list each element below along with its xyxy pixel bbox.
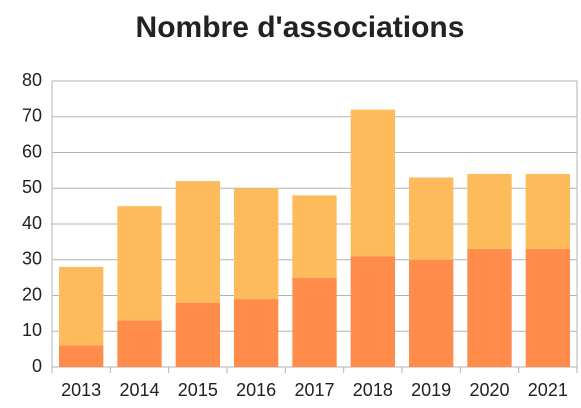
bar-segment [117, 206, 162, 321]
bar-segment [59, 266, 104, 346]
bar-segment [350, 109, 395, 257]
bar-segment [292, 277, 337, 367]
x-tick-label: 2018 [353, 380, 393, 400]
bar-segment [467, 173, 512, 250]
y-tick-label: 50 [22, 177, 42, 197]
chart-title: Nombre d'associations [136, 11, 465, 44]
y-tick-label: 80 [22, 70, 42, 90]
bar-segment [350, 256, 395, 367]
bar-segment [175, 302, 220, 367]
bar-segment [467, 249, 512, 367]
bar-segment [117, 320, 162, 367]
y-tick-label: 70 [22, 106, 42, 126]
bar-segment [234, 188, 279, 300]
bar-segment [409, 259, 454, 367]
x-tick-label: 2015 [178, 380, 218, 400]
bar-segment [409, 177, 454, 260]
y-tick-label: 60 [22, 141, 42, 161]
x-tick-label: 2020 [469, 380, 509, 400]
x-tick-label: 2017 [294, 380, 334, 400]
x-tick-label: 2021 [528, 380, 568, 400]
bar-segment [292, 195, 337, 278]
x-tick-label: 2016 [236, 380, 276, 400]
x-tick-label: 2014 [119, 380, 159, 400]
bar-segment [525, 173, 570, 250]
y-tick-label: 20 [22, 284, 42, 304]
bar-segment [59, 345, 104, 367]
y-tick-label: 30 [22, 249, 42, 269]
bar-segment [175, 181, 220, 303]
bar-segment [234, 299, 279, 367]
y-tick-label: 0 [32, 356, 42, 376]
x-tick-label: 2019 [411, 380, 451, 400]
y-tick-label: 10 [22, 320, 42, 340]
x-tick-label: 2013 [61, 380, 101, 400]
bar-segment [525, 249, 570, 367]
y-tick-label: 40 [22, 213, 42, 233]
